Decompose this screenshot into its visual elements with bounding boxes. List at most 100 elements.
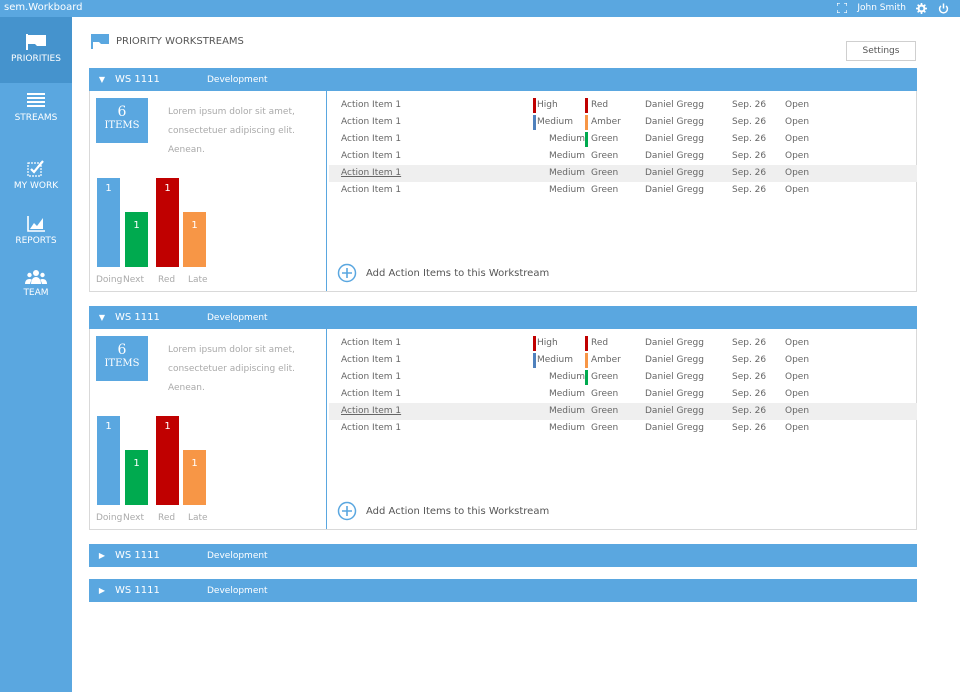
item-title[interactable]: Action Item 1 (341, 423, 402, 433)
workstream-category: Development (207, 585, 268, 596)
workstream-header[interactable]: ▶ WS 1111 Development (89, 579, 917, 602)
team-icon (25, 270, 47, 284)
item-date: Sep. 26 (732, 168, 767, 178)
item-owner: Daniel Gregg (645, 338, 704, 348)
priority-marker (533, 336, 536, 351)
add-action-items-button[interactable]: Add Action Items to this Workstream (337, 501, 549, 521)
item-title[interactable]: Action Item 1 (341, 168, 402, 178)
nav-priorities[interactable]: PRIORITIES (0, 17, 72, 83)
item-count-label: ITEMS (104, 120, 140, 131)
action-item-row[interactable]: Action Item 1 Medium Green Daniel Gregg … (329, 420, 917, 437)
sidebar: PRIORITIES STREAMS MY WORK REPORTS TEAM (0, 17, 72, 692)
item-priority: Medium (537, 117, 573, 127)
item-owner: Daniel Gregg (645, 100, 704, 110)
item-status: Green (591, 372, 619, 382)
item-title[interactable]: Action Item 1 (341, 100, 402, 110)
nav-label: STREAMS (14, 113, 58, 123)
action-item-row[interactable]: Action Item 1 Medium Amber Daniel Gregg … (329, 114, 917, 131)
nav-team[interactable]: TEAM (0, 269, 72, 298)
item-title[interactable]: Action Item 1 (341, 185, 402, 195)
action-item-row[interactable]: Action Item 1 Medium Green Daniel Gregg … (329, 131, 917, 148)
summary-column: 6 ITEMS Lorem ipsum dolor sit amet, cons… (90, 91, 327, 291)
chart-icon (27, 216, 45, 232)
nav-label: REPORTS (15, 236, 57, 246)
add-action-items-label: Add Action Items to this Workstream (366, 505, 550, 517)
item-status: Green (591, 185, 619, 195)
fullscreen-icon[interactable] (835, 1, 849, 15)
expand-arrow-icon[interactable]: ▶ (98, 551, 106, 560)
workstream-header[interactable]: ▼ WS 1111 Development (89, 68, 917, 91)
topbar-controls: John Smith (835, 1, 950, 15)
bar-late: 1 (183, 450, 206, 505)
item-title[interactable]: Action Item 1 (341, 355, 402, 365)
workstream-description: Lorem ipsum dolor sit amet, consectetuer… (168, 345, 296, 393)
nav-reports[interactable]: REPORTS (0, 215, 72, 246)
settings-button[interactable]: Settings (846, 41, 916, 61)
list-icon (27, 93, 45, 107)
item-owner: Daniel Gregg (645, 168, 704, 178)
item-count: 6 (117, 342, 127, 358)
bar-red: 1 (156, 416, 179, 505)
item-date: Sep. 26 (732, 117, 767, 127)
nav-label: TEAM (23, 288, 49, 298)
nav-streams[interactable]: STREAMS (0, 92, 72, 123)
nav-my-work[interactable]: MY WORK (0, 160, 72, 191)
expand-arrow-icon[interactable]: ▶ (98, 586, 106, 595)
bar-label: Red (158, 275, 176, 285)
item-date: Sep. 26 (732, 406, 767, 416)
action-item-row[interactable]: Action Item 1 Medium Green Daniel Gregg … (329, 369, 917, 386)
item-owner: Daniel Gregg (645, 406, 704, 416)
action-item-row[interactable]: Action Item 1 High Red Daniel Gregg Sep.… (329, 335, 917, 352)
item-owner: Daniel Gregg (645, 372, 704, 382)
item-state: Open (785, 423, 810, 433)
item-title[interactable]: Action Item 1 (341, 117, 402, 127)
item-status: Green (591, 151, 619, 161)
item-title[interactable]: Action Item 1 (341, 372, 402, 382)
item-title[interactable]: Action Item 1 (341, 151, 402, 161)
action-item-row[interactable]: Action Item 1 High Red Daniel Gregg Sep.… (329, 97, 917, 114)
item-date: Sep. 26 (732, 423, 767, 433)
item-state: Open (785, 117, 810, 127)
item-status: Green (591, 168, 619, 178)
workstream-header[interactable]: ▼ WS 1111 Development (89, 306, 917, 329)
item-state: Open (785, 406, 810, 416)
bar-next: 1 (125, 450, 148, 505)
item-state: Open (785, 168, 810, 178)
status-marker (585, 336, 588, 351)
add-action-items-button[interactable]: Add Action Items to this Workstream (337, 263, 549, 283)
item-status: Green (591, 406, 619, 416)
workstream-id: WS 1111 (115, 550, 160, 561)
power-icon[interactable] (936, 1, 950, 15)
workstream-panel: ▼ WS 1111 Development 6 ITEMS Lorem ipsu… (89, 68, 917, 292)
workstream-description: Lorem ipsum dolor sit amet, consectetuer… (168, 107, 296, 155)
item-state: Open (785, 355, 810, 365)
checkbox-icon (27, 160, 44, 177)
action-item-row[interactable]: Action Item 1 Medium Green Daniel Gregg … (329, 148, 917, 165)
collapse-arrow-icon[interactable]: ▼ (98, 75, 106, 84)
item-owner: Daniel Gregg (645, 134, 704, 144)
bar-label: Next (123, 275, 144, 285)
action-item-row[interactable]: Action Item 1 Medium Green Daniel Gregg … (329, 165, 917, 182)
action-item-row[interactable]: Action Item 1 Medium Green Daniel Gregg … (329, 386, 917, 403)
item-title[interactable]: Action Item 1 (341, 406, 402, 416)
user-name[interactable]: John Smith (857, 3, 906, 13)
item-state: Open (785, 389, 810, 399)
action-item-row[interactable]: Action Item 1 Medium Amber Daniel Gregg … (329, 352, 917, 369)
item-date: Sep. 26 (732, 151, 767, 161)
item-title[interactable]: Action Item 1 (341, 338, 402, 348)
bar-label: Next (123, 513, 144, 523)
item-title[interactable]: Action Item 1 (341, 134, 402, 144)
status-marker (585, 370, 588, 385)
plus-circle-icon (337, 501, 357, 521)
item-count-box: 6 ITEMS (96, 336, 148, 381)
action-item-row[interactable]: Action Item 1 Medium Green Daniel Gregg … (329, 182, 917, 199)
collapse-arrow-icon[interactable]: ▼ (98, 313, 106, 322)
workstream-body: 6 ITEMS Lorem ipsum dolor sit amet, cons… (89, 329, 917, 530)
gear-icon[interactable] (914, 1, 928, 15)
action-item-row[interactable]: Action Item 1 Medium Green Daniel Gregg … (329, 403, 917, 420)
workstream-header[interactable]: ▶ WS 1111 Development (89, 544, 917, 567)
bar-label: Doing (96, 275, 123, 285)
item-priority: High (537, 100, 558, 110)
priority-marker (533, 353, 536, 368)
item-title[interactable]: Action Item 1 (341, 389, 402, 399)
